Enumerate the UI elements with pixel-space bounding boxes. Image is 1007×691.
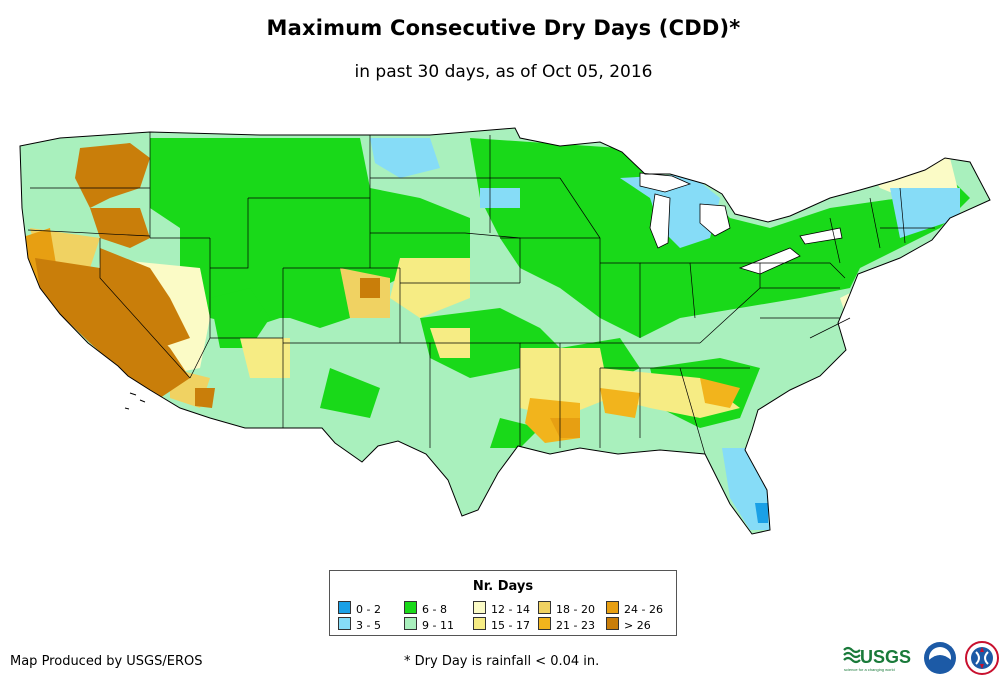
legend-item-12-14: 12 - 14 (473, 601, 530, 616)
legend-swatch (404, 601, 417, 614)
usgs-logo: USGS science for a changing world (843, 646, 911, 672)
legend-swatch (538, 601, 551, 614)
legend-item-24-26: 24 - 26 (606, 601, 663, 616)
svg-text:noaa: noaa (934, 655, 945, 661)
agency-logos: USGS science for a changing world noaa (843, 641, 999, 675)
map-credit: Map Produced by USGS/EROS (10, 654, 203, 669)
legend-item-3-5: 3 - 5 (338, 617, 381, 632)
nws-logo-icon (965, 641, 999, 675)
legend-item-6-8: 6 - 8 (404, 601, 447, 616)
legend-swatch (473, 601, 486, 614)
legend-swatch (473, 617, 486, 630)
legend-swatch (338, 601, 351, 614)
legend-item-over-26: > 26 (606, 617, 651, 632)
state-boundaries (27, 132, 935, 455)
legend-item-15-17: 15 - 17 (473, 617, 530, 632)
svg-text:USGS: USGS (860, 647, 911, 667)
map-title: Maximum Consecutive Dry Days (CDD)* (266, 16, 741, 40)
legend-item-21-23: 21 - 23 (538, 617, 595, 632)
legend-swatch (606, 601, 619, 614)
legend-item-0-2: 0 - 2 (338, 601, 381, 616)
legend-item-9-11: 9 - 11 (404, 617, 454, 632)
legend-swatch (606, 617, 619, 630)
noaa-logo: noaa (924, 642, 956, 674)
legend: Nr. Days 0 - 2 3 - 5 6 - 8 9 - 11 12 - 1… (329, 570, 677, 636)
map-subtitle: in past 30 days, as of Oct 05, 2016 (354, 62, 653, 82)
legend-swatch (538, 617, 551, 630)
dry-day-footnote: * Dry Day is rainfall < 0.04 in. (404, 654, 600, 669)
legend-item-18-20: 18 - 20 (538, 601, 595, 616)
legend-swatch (404, 617, 417, 630)
legend-title: Nr. Days (472, 579, 534, 594)
legend-swatch (338, 617, 351, 630)
svg-text:science for a changing world: science for a changing world (844, 667, 895, 672)
map-fill (20, 128, 990, 534)
us-dry-days-map (19, 127, 991, 535)
great-lakes (639, 172, 843, 275)
us-outline (19, 127, 991, 535)
coastal-islands (124, 392, 146, 410)
